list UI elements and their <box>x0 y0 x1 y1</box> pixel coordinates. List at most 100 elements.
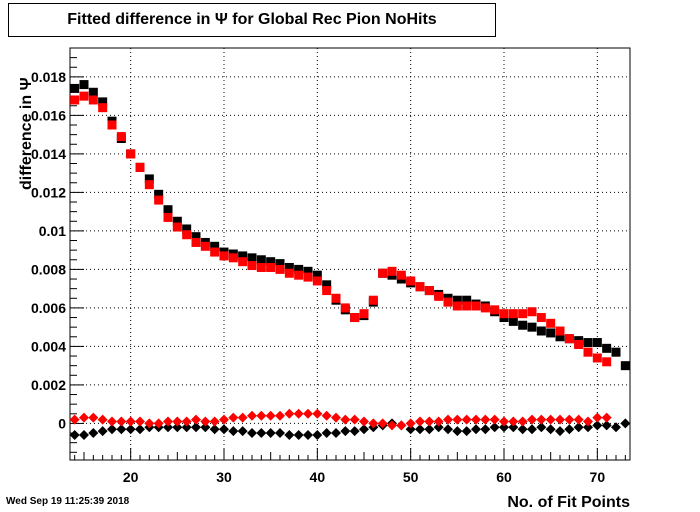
data-point-diamond <box>116 416 127 427</box>
data-point-square <box>574 339 584 349</box>
data-point-square <box>210 241 220 251</box>
data-point-diamond <box>527 414 537 425</box>
data-point-square <box>284 268 294 278</box>
data-point-square <box>294 270 304 280</box>
data-point-square <box>247 261 257 271</box>
data-point-square <box>378 268 388 278</box>
data-point-square <box>88 87 98 97</box>
data-point-square <box>238 251 248 261</box>
data-point-square <box>424 286 434 296</box>
chart-title: Fitted difference in Ψ for Global Rec Pi… <box>67 11 437 28</box>
data-point-square <box>555 332 565 342</box>
data-point-diamond <box>303 429 313 440</box>
data-point-diamond <box>349 426 360 437</box>
data-point-square <box>527 322 537 332</box>
data-point-diamond <box>209 424 220 435</box>
y-axis-label: difference in Ψ <box>18 77 35 190</box>
data-point-diamond <box>349 414 360 425</box>
data-point-diamond <box>340 426 351 437</box>
data-point-diamond <box>275 410 285 421</box>
data-point-diamond <box>247 410 257 421</box>
y-tick-label: 0.01 <box>39 223 66 239</box>
data-point-diamond <box>480 414 491 425</box>
data-point-square <box>350 313 360 323</box>
data-point-diamond <box>107 424 117 435</box>
data-point-square <box>144 180 154 190</box>
data-point-square <box>322 286 332 296</box>
data-point-diamond <box>620 418 631 429</box>
data-point-diamond <box>499 416 509 427</box>
data-point-square <box>275 259 285 269</box>
x-tick-label: 30 <box>216 469 232 485</box>
data-point-diamond <box>97 426 108 437</box>
data-point-diamond <box>340 414 351 425</box>
data-point-diamond <box>191 414 201 425</box>
data-point-square <box>79 80 89 90</box>
chart-title-box: Fitted difference in Ψ for Global Rec Pi… <box>8 3 496 37</box>
data-point-diamond <box>443 424 453 435</box>
data-point-square <box>331 293 341 303</box>
data-point-diamond <box>368 418 379 429</box>
data-point-square <box>536 313 546 323</box>
plot-frame <box>69 47 631 461</box>
data-point-square <box>266 257 276 267</box>
x-tick-label: 70 <box>590 469 606 485</box>
y-tick-label: 0 <box>58 415 66 431</box>
data-point-diamond <box>181 422 192 433</box>
data-point-diamond <box>359 416 369 427</box>
data-point-diamond <box>88 412 99 423</box>
data-point-diamond <box>247 428 257 439</box>
y-tick-label: 0.012 <box>31 184 66 200</box>
data-point-square <box>312 270 322 280</box>
data-point-diamond <box>228 426 239 437</box>
data-point-square <box>536 326 546 336</box>
data-point-diamond <box>471 424 481 435</box>
data-point-diamond <box>461 414 472 425</box>
data-point-square <box>322 280 332 290</box>
data-point-diamond <box>536 422 547 433</box>
data-point-diamond <box>527 424 537 435</box>
data-point-diamond <box>545 424 556 435</box>
data-point-square <box>275 264 285 274</box>
data-point-square <box>294 264 304 274</box>
data-point-diamond <box>163 416 173 427</box>
data-point-square <box>499 309 509 319</box>
data-point-square <box>387 266 397 276</box>
data-point-diamond <box>265 428 276 439</box>
data-point-square <box>602 343 612 353</box>
y-tick-label: 0.018 <box>31 69 66 85</box>
data-point-diamond <box>88 428 99 439</box>
data-point-square <box>415 282 425 292</box>
data-point-square <box>480 303 490 313</box>
data-point-diamond <box>489 414 500 425</box>
data-point-diamond <box>209 416 220 427</box>
data-point-square <box>70 95 80 105</box>
data-point-square <box>518 320 528 330</box>
data-point-square <box>256 255 266 265</box>
y-tick-label: 0.016 <box>31 107 66 123</box>
data-point-diamond <box>452 426 463 437</box>
data-point-diamond <box>433 422 444 433</box>
data-point-diamond <box>69 429 80 440</box>
data-point-diamond <box>219 424 229 435</box>
data-point-diamond <box>256 410 267 421</box>
data-point-diamond <box>284 408 295 419</box>
x-tick-labels: 20 30 40 50 60 70 <box>123 469 605 485</box>
data-point-diamond <box>200 416 211 427</box>
y-tick-label: 0.002 <box>31 377 66 393</box>
data-point-diamond <box>228 412 239 423</box>
data-point-square <box>443 297 453 307</box>
data-point-square <box>247 253 257 263</box>
y-tick-label: 0.004 <box>31 338 66 354</box>
data-point-square <box>154 189 164 199</box>
data-point-diamond <box>536 414 547 425</box>
data-point-square <box>546 318 556 328</box>
timestamp: Wed Sep 19 11:25:39 2018 <box>6 496 130 507</box>
data-point-diamond <box>601 412 612 423</box>
data-point-square <box>303 266 313 276</box>
x-tick-label: 50 <box>403 469 419 485</box>
data-point-diamond <box>153 418 164 429</box>
data-point-square <box>368 295 378 305</box>
data-point-square <box>490 305 500 315</box>
data-point-diamond <box>275 428 285 439</box>
